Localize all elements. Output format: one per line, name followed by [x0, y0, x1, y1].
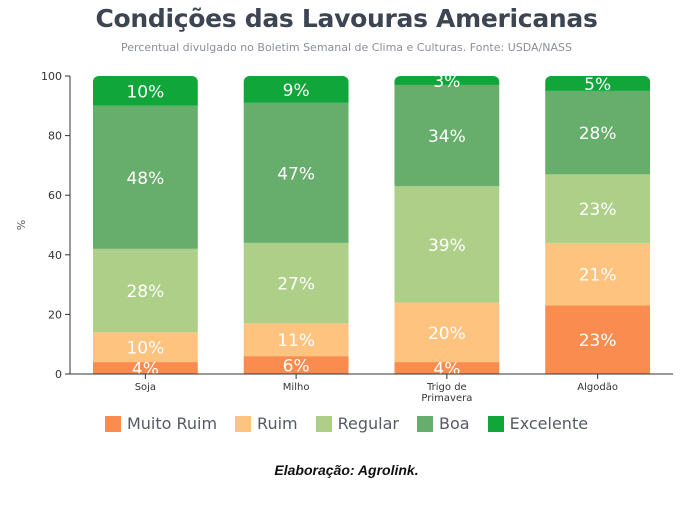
chart-title: Condições das Lavouras Americanas — [95, 4, 598, 33]
legend-swatch — [315, 415, 332, 432]
data-label: 27% — [277, 275, 315, 295]
data-label: 34% — [428, 127, 466, 147]
data-label: 28% — [579, 124, 617, 144]
bar-stack-algodao: 23% 21% 23% 28% 5% — [545, 75, 651, 374]
legend-item-boa[interactable]: Boa — [417, 414, 470, 433]
legend-item-ruim[interactable]: Ruim — [235, 414, 298, 433]
bar-segment-milho-boa — [243, 102, 349, 243]
legend-label: Regular — [337, 414, 399, 433]
bar-segment-trigo-de-primavera-ruim — [394, 302, 500, 363]
bar-segment-trigo-de-primavera-muito-ruim — [394, 362, 500, 374]
x-tick-label: Algodão — [577, 382, 618, 393]
bar-segment-milho-excelente — [243, 76, 349, 103]
legend-label: Excelente — [509, 414, 589, 433]
bar-segment-trigo-de-primavera-boa — [394, 84, 500, 187]
legend-item-regular[interactable]: Regular — [315, 414, 399, 433]
x-tick-label: Milho — [283, 382, 310, 393]
legend-swatch — [487, 415, 504, 432]
bar-segment-milho-regular — [243, 242, 349, 324]
legend-label: Boa — [439, 414, 470, 433]
legend-label: Ruim — [257, 414, 298, 433]
bars: 4%10%28%48%10%6%11%27%47%9%4%20%39%34%3%… — [92, 72, 651, 380]
y-tick-label: 40 — [48, 249, 62, 262]
bar-segment-milho-ruim — [243, 323, 349, 357]
data-label: 4% — [433, 360, 460, 380]
bar-segment-algodao-ruim — [545, 242, 651, 306]
data-label: 23% — [579, 331, 617, 351]
bar-stack-trigo-de-primavera: 4% 20% 39% 34% 3% — [394, 72, 500, 380]
bar-segment-soja-muito-ruim — [92, 362, 198, 374]
x-axis: Soja Milho Trigo de Primavera Algodão — [70, 373, 673, 404]
y-axis: 0 20 40 60 80 100 — [41, 70, 71, 381]
x-tick-label: Soja — [135, 382, 156, 393]
y-tick-label: 0 — [55, 368, 62, 381]
legend-swatch — [417, 415, 433, 432]
bar-segment-soja-ruim — [92, 332, 198, 363]
legend-swatch — [104, 415, 121, 432]
bar-segment-trigo-de-primavera-regular — [394, 186, 500, 303]
bar-segment-trigo-de-primavera-excelente — [394, 76, 500, 85]
bar-segment-algodao-excelente — [545, 76, 651, 91]
bar-segment-soja-boa — [92, 105, 198, 249]
data-label: 11% — [277, 331, 315, 351]
data-label: 23% — [579, 200, 617, 220]
data-label: 47% — [277, 164, 315, 184]
bar-stack-milho: 6% 11% 27% 47% 9% — [243, 76, 349, 377]
y-axis-title: % — [15, 220, 28, 230]
bar-segment-algodao-boa — [545, 90, 651, 175]
legend-item-excelente[interactable]: Excelente — [487, 414, 589, 433]
data-label: 3% — [433, 72, 460, 92]
bar-stack-soja: 4%10%28%48%10% — [92, 76, 198, 380]
legend-label: Muito Ruim — [126, 414, 218, 433]
footer-note: Elaboração: Agrolink. — [274, 462, 419, 478]
bar-segment-milho-muito-ruim — [243, 356, 349, 374]
bar-segment-soja-regular — [92, 248, 198, 333]
data-label: 39% — [428, 236, 466, 256]
data-label: 6% — [283, 357, 310, 377]
y-tick-label: 100 — [41, 70, 62, 83]
data-label: 10% — [126, 339, 164, 359]
data-label: 10% — [126, 82, 164, 102]
data-label: 21% — [579, 266, 617, 286]
legend-item-muito-ruim[interactable]: Muito Ruim — [104, 414, 218, 433]
data-label: 20% — [428, 324, 466, 344]
y-tick-label: 80 — [48, 130, 62, 143]
y-tick-label: 20 — [48, 308, 62, 321]
bar-segment-algodao-muito-ruim — [545, 305, 651, 374]
data-label: 28% — [126, 282, 164, 302]
data-label: 48% — [126, 169, 164, 189]
bar-segment-soja-excelente — [92, 76, 198, 106]
data-label: 4% — [132, 360, 159, 380]
chart-subtitle: Percentual divulgado no Boletim Semanal … — [121, 41, 572, 54]
y-tick-label: 60 — [48, 189, 62, 202]
data-label: 5% — [584, 75, 611, 95]
x-tick-label: Trigo de Primavera — [421, 382, 472, 404]
bar-segment-algodao-regular — [545, 174, 651, 243]
data-label: 9% — [283, 81, 310, 101]
legend-swatch — [235, 415, 252, 432]
legend: Muito Ruim Ruim Regular Boa Excelente — [0, 414, 693, 433]
